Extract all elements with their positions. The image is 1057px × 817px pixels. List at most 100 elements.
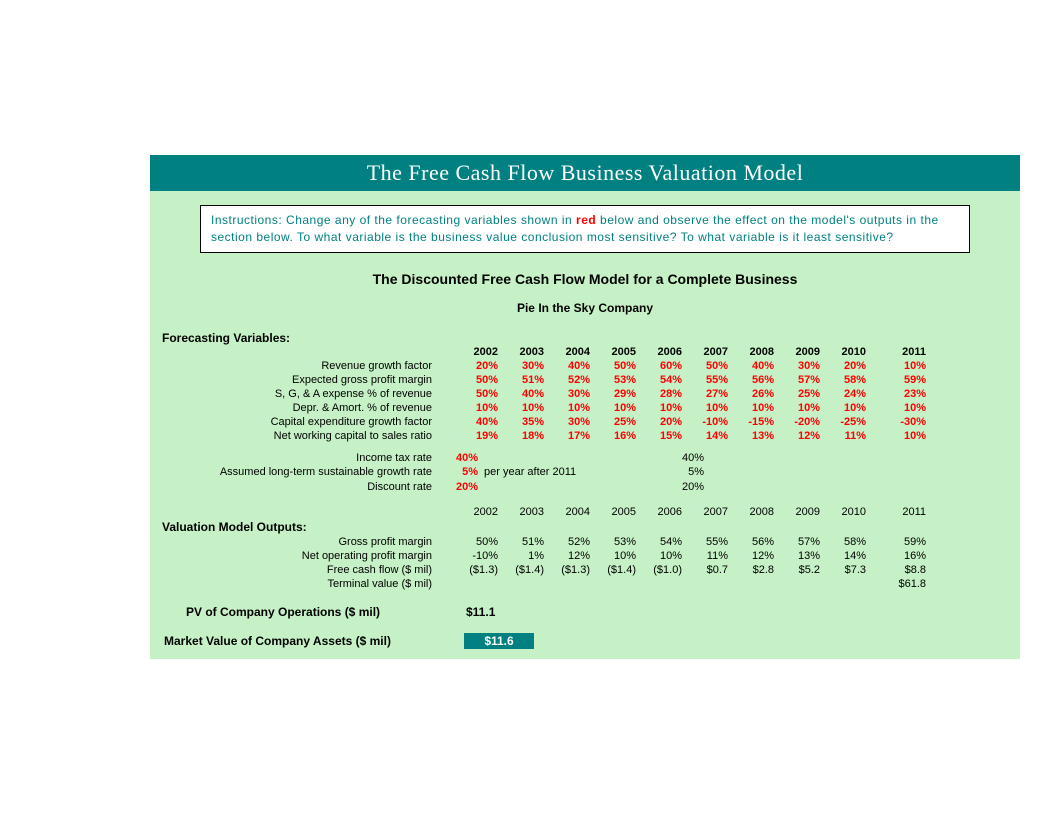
forecast-cell[interactable]: 10%	[452, 401, 498, 415]
forecast-cell[interactable]: 29%	[590, 387, 636, 401]
output-cell: -10%	[452, 549, 498, 563]
forecast-cell[interactable]: -10%	[682, 415, 728, 429]
year-head: 2006	[636, 345, 682, 359]
year-head: 2005	[590, 505, 636, 519]
row-label: S, G, & A expense % of revenue	[162, 387, 432, 401]
forecast-cell[interactable]: 11%	[820, 429, 866, 443]
instructions-prefix: Instructions: Change any of the forecast…	[211, 213, 576, 227]
output-cell: 55%	[682, 535, 728, 549]
forecast-cell[interactable]: 10%	[820, 401, 866, 415]
forecast-cell[interactable]: 40%	[452, 415, 498, 429]
forecast-cell[interactable]: -30%	[866, 415, 926, 429]
forecast-cell[interactable]: 30%	[774, 359, 820, 373]
forecast-cell[interactable]: 25%	[590, 415, 636, 429]
forecast-cell[interactable]: 23%	[866, 387, 926, 401]
forecast-cell[interactable]: -15%	[728, 415, 774, 429]
forecast-cell[interactable]: 58%	[820, 373, 866, 387]
discount-value[interactable]: 20%	[438, 480, 478, 495]
output-cell: $61.8	[866, 577, 926, 591]
forecast-cell[interactable]: 30%	[544, 415, 590, 429]
forecast-cell[interactable]: 52%	[544, 373, 590, 387]
forecast-cell[interactable]: 35%	[498, 415, 544, 429]
forecast-cell[interactable]: 24%	[820, 387, 866, 401]
model-heading: The Discounted Free Cash Flow Model for …	[160, 271, 1010, 287]
forecast-cell[interactable]: 10%	[866, 429, 926, 443]
year-head: 2008	[728, 505, 774, 519]
growth-value[interactable]: 5%	[438, 465, 478, 480]
forecast-cell[interactable]: 10%	[728, 401, 774, 415]
row-label: Depr. & Amort. % of revenue	[162, 401, 432, 415]
year-head: 2010	[820, 345, 866, 359]
forecast-cell[interactable]: 40%	[728, 359, 774, 373]
forecast-cell[interactable]: 16%	[590, 429, 636, 443]
forecast-cell[interactable]: 40%	[544, 359, 590, 373]
forecast-cell[interactable]: 10%	[774, 401, 820, 415]
tax-value[interactable]: 40%	[438, 451, 478, 466]
forecast-cell[interactable]: 50%	[682, 359, 728, 373]
forecast-cell[interactable]: 10%	[498, 401, 544, 415]
forecast-cell[interactable]: 50%	[452, 387, 498, 401]
forecast-cell[interactable]: 20%	[452, 359, 498, 373]
forecast-cell[interactable]: 40%	[498, 387, 544, 401]
forecast-cell[interactable]: 30%	[498, 359, 544, 373]
output-cell: 14%	[820, 549, 866, 563]
forecast-cell[interactable]: 14%	[682, 429, 728, 443]
forecast-cell[interactable]: 15%	[636, 429, 682, 443]
output-cell: 53%	[590, 535, 636, 549]
forecast-cell[interactable]: 20%	[636, 415, 682, 429]
forecast-cell[interactable]: 20%	[820, 359, 866, 373]
forecast-cell[interactable]: 53%	[590, 373, 636, 387]
output-cell	[452, 577, 498, 591]
forecast-cell[interactable]: 56%	[728, 373, 774, 387]
forecast-cell[interactable]: 10%	[866, 359, 926, 373]
forecast-cell[interactable]: 13%	[728, 429, 774, 443]
row-label: Terminal value ($ mil)	[162, 577, 432, 591]
forecast-cell[interactable]: 57%	[774, 373, 820, 387]
output-cell	[682, 577, 728, 591]
pv-label: PV of Company Operations ($ mil)	[186, 605, 466, 619]
output-cell: 50%	[452, 535, 498, 549]
forecast-cell[interactable]: 10%	[866, 401, 926, 415]
instructions-box: Instructions: Change any of the forecast…	[200, 205, 970, 253]
output-cell: 1%	[498, 549, 544, 563]
year-head: 2005	[590, 345, 636, 359]
forecast-cell[interactable]: -20%	[774, 415, 820, 429]
forecast-cell[interactable]: 30%	[544, 387, 590, 401]
forecast-cell[interactable]: 26%	[728, 387, 774, 401]
year-head: 2009	[774, 505, 820, 519]
forecast-row: S, G, & A expense % of revenue50%40%30%2…	[162, 387, 926, 401]
assumptions-block: Income tax rate 40% 40% Assumed long-ter…	[160, 451, 1010, 496]
output-cell: 59%	[866, 535, 926, 549]
forecast-cell[interactable]: 10%	[590, 401, 636, 415]
forecast-cell[interactable]: 18%	[498, 429, 544, 443]
row-label: Gross profit margin	[162, 535, 432, 549]
forecast-cell[interactable]: 25%	[774, 387, 820, 401]
forecast-cell[interactable]: 12%	[774, 429, 820, 443]
forecast-cell[interactable]: 50%	[590, 359, 636, 373]
year-head: 2004	[544, 345, 590, 359]
forecast-cell[interactable]: 28%	[636, 387, 682, 401]
row-label: Net working capital to sales ratio	[162, 429, 432, 443]
output-cell	[820, 577, 866, 591]
forecast-cell[interactable]: -25%	[820, 415, 866, 429]
forecast-cell[interactable]: 50%	[452, 373, 498, 387]
forecast-cell[interactable]: 10%	[636, 401, 682, 415]
output-cell: ($1.0)	[636, 563, 682, 577]
forecast-cell[interactable]: 59%	[866, 373, 926, 387]
growth-note: per year after 2011	[478, 465, 644, 480]
forecast-cell[interactable]: 17%	[544, 429, 590, 443]
forecast-cell[interactable]: 10%	[682, 401, 728, 415]
forecast-cell[interactable]: 19%	[452, 429, 498, 443]
forecast-cell[interactable]: 27%	[682, 387, 728, 401]
year-head: 2011	[866, 505, 926, 519]
forecast-cell[interactable]: 54%	[636, 373, 682, 387]
forecast-cell[interactable]: 51%	[498, 373, 544, 387]
mv-row: Market Value of Company Assets ($ mil) $…	[164, 633, 1010, 649]
forecast-cell[interactable]: 55%	[682, 373, 728, 387]
forecast-cell[interactable]: 10%	[544, 401, 590, 415]
tax-echo: 40%	[644, 451, 704, 466]
forecast-cell[interactable]: 60%	[636, 359, 682, 373]
year-head: 2010	[820, 505, 866, 519]
year-head: 2006	[636, 505, 682, 519]
output-cell	[774, 577, 820, 591]
